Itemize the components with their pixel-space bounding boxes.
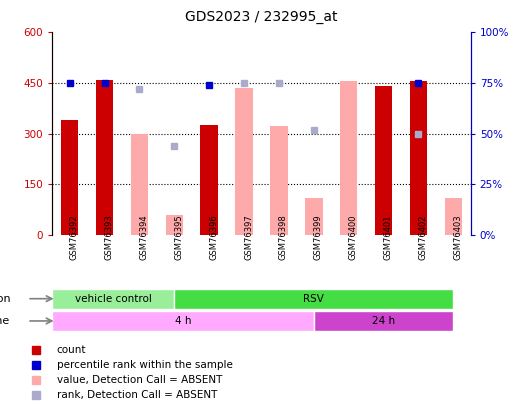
- Bar: [410, 81, 427, 235]
- Text: GDS2023 / 232995_at: GDS2023 / 232995_at: [185, 10, 338, 24]
- Text: 4 h: 4 h: [175, 316, 191, 326]
- Bar: [200, 125, 218, 235]
- Bar: [131, 134, 148, 235]
- Text: GSM76401: GSM76401: [383, 215, 393, 260]
- Text: GSM76399: GSM76399: [314, 215, 323, 260]
- Text: vehicle control: vehicle control: [75, 294, 152, 304]
- Text: GSM76394: GSM76394: [140, 215, 149, 260]
- Text: 24 h: 24 h: [372, 316, 395, 326]
- Text: GSM76396: GSM76396: [209, 215, 218, 260]
- Text: rank, Detection Call = ABSENT: rank, Detection Call = ABSENT: [56, 390, 217, 400]
- Text: GSM76392: GSM76392: [70, 215, 79, 260]
- Bar: [52, 289, 174, 309]
- Text: GSM76395: GSM76395: [174, 215, 184, 260]
- Text: GSM76397: GSM76397: [244, 215, 253, 260]
- Bar: [166, 215, 183, 235]
- Text: time: time: [0, 316, 10, 326]
- Text: GSM76400: GSM76400: [349, 215, 358, 260]
- Text: value, Detection Call = ABSENT: value, Detection Call = ABSENT: [56, 375, 222, 385]
- Text: percentile rank within the sample: percentile rank within the sample: [56, 360, 232, 370]
- Bar: [445, 198, 462, 235]
- Bar: [174, 289, 453, 309]
- Bar: [235, 88, 253, 235]
- Bar: [52, 311, 314, 331]
- Bar: [61, 120, 78, 235]
- Bar: [305, 198, 323, 235]
- Text: RSV: RSV: [303, 294, 324, 304]
- Text: GSM76402: GSM76402: [418, 215, 427, 260]
- Text: GSM76393: GSM76393: [105, 215, 113, 260]
- Bar: [340, 81, 357, 235]
- Bar: [314, 311, 453, 331]
- Bar: [375, 86, 392, 235]
- Text: GSM76398: GSM76398: [279, 215, 288, 260]
- Text: infection: infection: [0, 294, 10, 304]
- Text: count: count: [56, 345, 86, 355]
- Text: GSM76403: GSM76403: [453, 215, 462, 260]
- Bar: [270, 126, 288, 235]
- Bar: [96, 80, 113, 235]
